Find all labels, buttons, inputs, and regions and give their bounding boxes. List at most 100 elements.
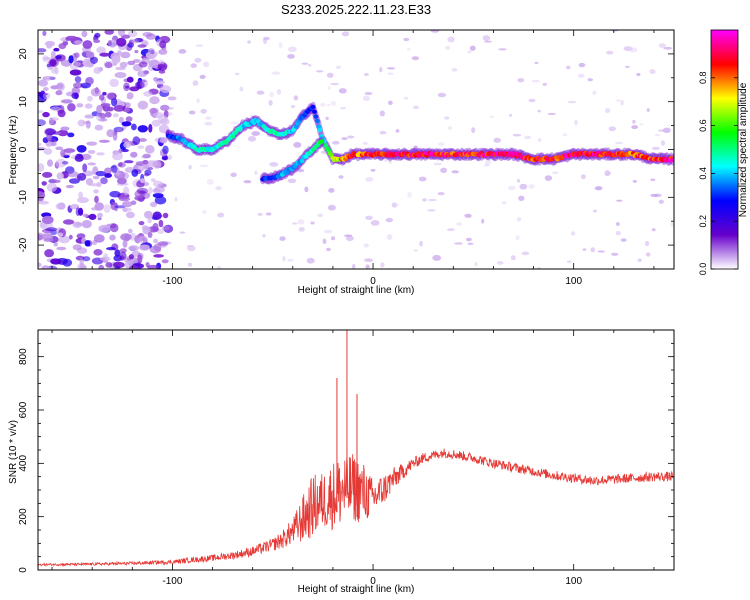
noise-cell <box>660 140 666 146</box>
noise-cell <box>194 57 202 63</box>
noise-cell <box>247 135 257 142</box>
noise-cell <box>95 170 107 177</box>
noise-cell <box>645 252 651 257</box>
noise-cell <box>161 259 169 264</box>
noise-cell <box>122 172 129 180</box>
noise-cell <box>128 245 140 251</box>
figure-title: S233.2025.222.11.23.E33 <box>281 2 431 17</box>
noise-cell <box>167 96 177 101</box>
noise-cell <box>94 32 101 38</box>
colorbar-tick-label: 0.2 <box>698 215 708 228</box>
noise-cell <box>365 177 374 182</box>
noise-cell <box>444 116 450 120</box>
noise-cell <box>307 64 312 67</box>
noise-cell <box>139 244 150 251</box>
noise-cell <box>69 69 82 76</box>
ridge-cell <box>316 124 322 129</box>
noise-cell <box>131 169 139 177</box>
noise-cell <box>130 151 138 158</box>
noise-cell <box>437 192 445 196</box>
noise-cell <box>152 222 159 232</box>
noise-cell <box>143 91 153 97</box>
snr-x-ticks: -100 0 100 <box>51 330 655 587</box>
noise-cell <box>552 171 559 174</box>
noise-cell <box>403 96 409 100</box>
noise-cell <box>484 40 492 43</box>
noise-cell <box>124 160 134 164</box>
noise-cell <box>471 127 476 134</box>
noise-cell <box>298 227 305 232</box>
noise-cell <box>574 119 578 126</box>
noise-cell <box>93 67 102 74</box>
noise-cell <box>105 262 113 268</box>
noise-cell <box>447 36 455 43</box>
ridge-cell <box>299 158 305 163</box>
noise-cell <box>293 142 302 148</box>
noise-cell <box>84 103 93 109</box>
ridge-cell <box>314 118 320 124</box>
noise-cell <box>44 249 54 258</box>
heatmap-y-tick-label: -10 <box>18 190 29 205</box>
noise-cell <box>326 247 331 252</box>
noise-cell <box>86 51 95 58</box>
noise-cell <box>131 123 137 131</box>
snr-frame <box>37 329 675 571</box>
noise-cell <box>528 98 536 103</box>
noise-cell <box>153 77 159 82</box>
noise-cell <box>345 235 354 241</box>
noise-cell <box>412 105 420 110</box>
noise-cell <box>451 170 460 174</box>
noise-cell <box>99 94 105 101</box>
noise-cell <box>620 99 624 106</box>
noise-cell <box>104 30 114 35</box>
noise-cell <box>290 104 296 109</box>
noise-cell <box>158 49 168 55</box>
heatmap-x-tick-label: 100 <box>565 276 582 287</box>
noise-cell <box>338 175 344 179</box>
noise-cell <box>481 218 485 224</box>
noise-cell <box>85 120 91 129</box>
noise-cell <box>38 234 43 241</box>
noise-cell <box>370 220 380 226</box>
noise-cell <box>528 184 535 189</box>
colorbar-tick-label: 0.6 <box>698 119 708 132</box>
noise-cell <box>330 101 337 106</box>
noise-cell <box>145 33 157 40</box>
noise-cell <box>111 164 118 174</box>
noise-cell <box>137 79 147 83</box>
noise-cell <box>466 237 472 242</box>
heatmap-y-tick-label: -20 <box>18 237 29 252</box>
noise-cell <box>187 262 193 267</box>
noise-cell <box>58 235 70 244</box>
noise-cell <box>393 203 400 206</box>
noise-cell <box>134 49 139 54</box>
noise-cell <box>608 126 616 132</box>
noise-cell <box>143 173 150 177</box>
noise-cell <box>123 141 131 148</box>
ridge-cell <box>293 124 299 129</box>
noise-cell <box>276 178 283 181</box>
noise-cell <box>654 133 661 137</box>
noise-cell <box>456 222 462 226</box>
noise-cell <box>501 201 507 204</box>
noise-cell <box>537 138 542 142</box>
noise-cell <box>113 113 119 118</box>
noise-cell <box>153 254 165 258</box>
noise-cell <box>98 224 111 233</box>
noise-cell <box>148 186 153 195</box>
noise-cell <box>607 171 612 175</box>
noise-cell <box>510 255 516 261</box>
noise-cell <box>662 127 671 133</box>
noise-cell <box>55 146 64 151</box>
noise-cell <box>206 179 214 185</box>
noise-cell <box>544 175 553 181</box>
noise-cell <box>104 111 112 118</box>
noise-cell <box>316 70 324 73</box>
noise-cell <box>147 48 155 55</box>
noise-cell <box>566 65 571 70</box>
noise-cell <box>167 139 175 143</box>
noise-cell <box>518 195 525 201</box>
snr-x-label: Height of straight line (km) <box>298 584 415 595</box>
noise-cell <box>310 221 315 225</box>
noise-cell <box>347 135 355 139</box>
